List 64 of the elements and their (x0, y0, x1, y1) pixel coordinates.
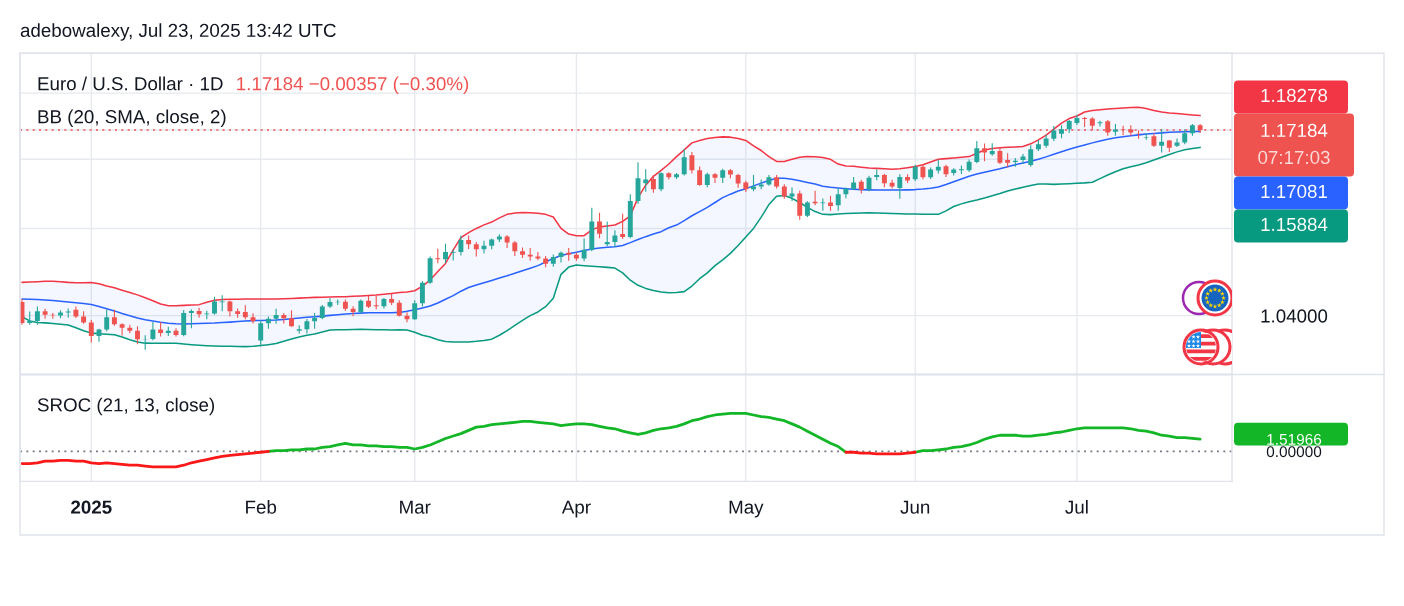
candlestick (797, 190, 803, 220)
candlestick (789, 187, 795, 201)
text: 1.15884 (1261, 217, 1328, 232)
candlestick (689, 151, 695, 174)
x-tick-label: Jul (1065, 500, 1088, 514)
text: adebowalexy, Jul 23, 2025 13:42 UTC (20, 23, 336, 41)
candlestick (681, 148, 687, 176)
candlestick (835, 188, 841, 211)
candlestick (450, 249, 456, 261)
candlestick (1074, 114, 1080, 126)
candlestick (974, 141, 980, 164)
candlestick (419, 281, 425, 307)
candlestick (1174, 138, 1180, 148)
text: 1.18278 (1261, 88, 1328, 103)
candlestick (273, 308, 279, 324)
candlestick (181, 310, 187, 337)
candlestick (458, 235, 464, 256)
candlestick (843, 187, 849, 199)
candlestick (412, 300, 418, 320)
candlestick (258, 320, 264, 347)
candlestick (612, 230, 618, 247)
candlestick (304, 319, 310, 334)
candlestick (443, 243, 448, 264)
candlestick (73, 306, 79, 319)
text: SROC (21, 13, close) (37, 397, 215, 416)
x-tick-label: May (729, 500, 764, 518)
candlestick (196, 307, 202, 318)
x-tick-label: 2025 (71, 500, 112, 514)
y-tick-label: 0.00000 (1266, 446, 1322, 458)
text: 1.17081 (1261, 184, 1327, 199)
candlestick (958, 165, 964, 175)
x-tick-label: Jun (900, 500, 930, 514)
candlestick (620, 213, 626, 239)
candlestick (581, 238, 587, 262)
candlestick (889, 179, 895, 189)
text: 07:17:03 (1258, 150, 1330, 165)
x-tick-label: Mar (400, 500, 431, 514)
candlestick (1143, 133, 1149, 140)
y-tick-label: 1.51966 (1267, 433, 1322, 445)
x-tick-label: Feb (246, 500, 277, 514)
candlestick (42, 308, 48, 319)
text: 1.17184 −0.00357 (−0.30%) (237, 76, 469, 95)
candlestick (1028, 145, 1034, 167)
candlestick (820, 198, 826, 211)
y-tick-label: 1.04000 (1261, 309, 1328, 323)
candlestick (643, 169, 649, 192)
y-tick-label: 1.17184 (1261, 123, 1328, 138)
line-series (21, 146, 1201, 348)
candlestick (65, 308, 71, 318)
candlestick (1159, 129, 1165, 153)
candlestick (350, 306, 356, 317)
candlestick (88, 320, 94, 343)
candlestick (597, 212, 602, 239)
candlestick (119, 323, 125, 336)
candlestick (1043, 134, 1049, 148)
annotation: BB (20, SMA, close, 2) (38, 109, 226, 128)
candlestick (897, 174, 903, 199)
candlestick (1082, 117, 1088, 128)
candlestick (697, 166, 703, 186)
candlestick (219, 295, 225, 312)
candlestick (104, 309, 110, 332)
text: Euro / U.S. Dollar · 1D (38, 76, 223, 91)
x-tick-label: Apr (561, 500, 591, 518)
candlestick (712, 173, 718, 184)
